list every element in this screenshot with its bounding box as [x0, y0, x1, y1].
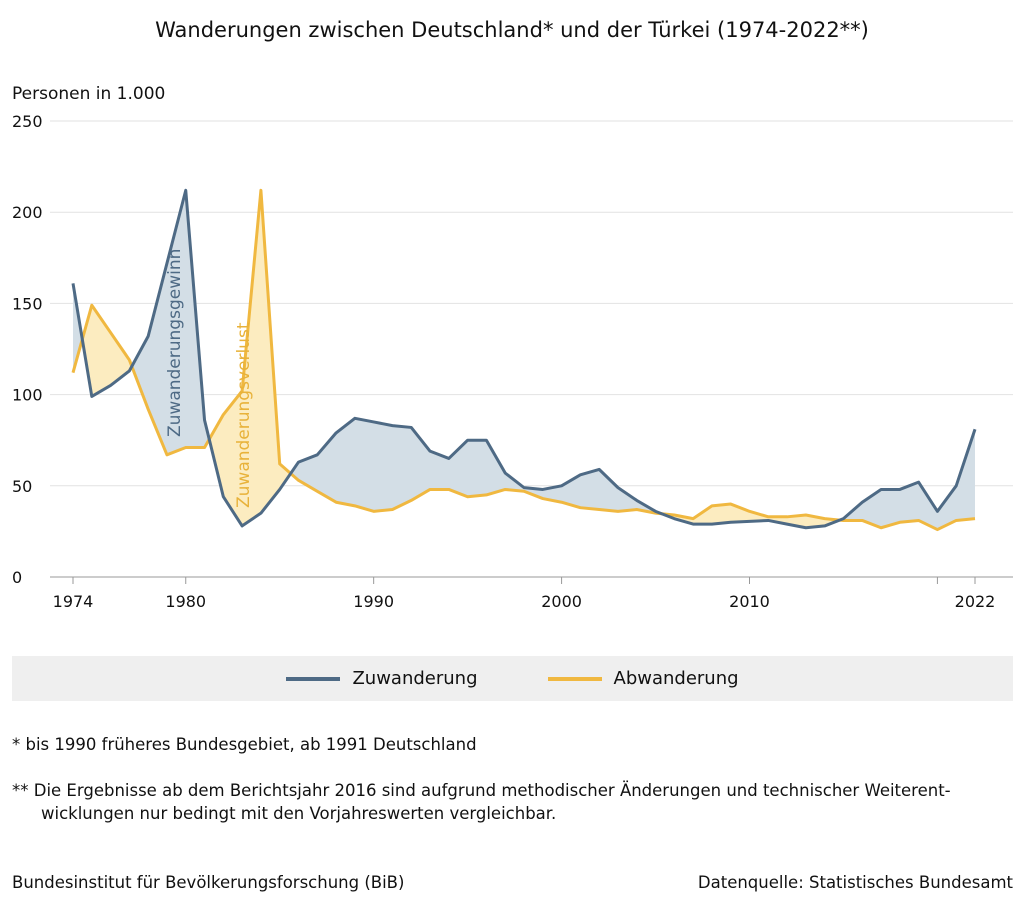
annotation-zuwanderungsverlust: Zuwanderungsverlust [234, 322, 254, 508]
chart-title: Wanderungen zwischen Deutschland* und de… [155, 18, 869, 42]
x-tick-label: 1974 [53, 592, 94, 611]
annotation-zuwanderungsgewinn: Zuwanderungsgewinn [165, 249, 185, 437]
y-tick-label: 200 [12, 203, 43, 222]
x-tick-label: 2010 [729, 592, 770, 611]
y-tick-label: 0 [12, 568, 22, 587]
legend-label: Abwanderung [613, 668, 739, 689]
footer-source-right: Datenquelle: Statistisches Bundesamt [697, 873, 1013, 892]
series-line-abwanderung [71, 188, 976, 532]
footnote-2a: ** Die Ergebnisse ab dem Berichtsjahr 20… [12, 781, 951, 800]
legend: Zuwanderung Abwanderung [12, 656, 1013, 701]
y-axis-label: Personen in 1.000 [12, 84, 166, 104]
footnote-2b: wicklungen nur bedingt mit den Vorjahres… [41, 804, 557, 823]
x-tick-label: 1990 [353, 592, 394, 611]
y-tick-label: 150 [12, 294, 43, 313]
x-tick-label: 2000 [541, 592, 582, 611]
legend-item-abwanderung: Abwanderung [547, 668, 739, 689]
x-tick-label: 2022 [955, 592, 996, 611]
legend-label: Zuwanderung [352, 668, 478, 689]
x-tick-label: 1980 [165, 592, 206, 611]
legend-swatch-abwanderung [547, 676, 602, 681]
line-chart: 0 50 100 150 200 250 1974 1980 1990 2000 2010 2022 Z… [12, 112, 1013, 611]
footnote-1: * bis 1990 früheres Bundesgebiet, ab 199… [12, 735, 477, 754]
legend-item-zuwanderung: Zuwanderung [286, 668, 478, 689]
y-tick-label: 50 [12, 477, 32, 496]
footer-source-left: Bundesinstitut für Bevölkerungsforschung… [12, 873, 405, 892]
series-line-zuwanderung [71, 188, 977, 530]
legend-swatch-zuwanderung [286, 676, 341, 681]
y-tick-label: 100 [12, 386, 43, 405]
y-tick-label: 250 [12, 112, 43, 131]
